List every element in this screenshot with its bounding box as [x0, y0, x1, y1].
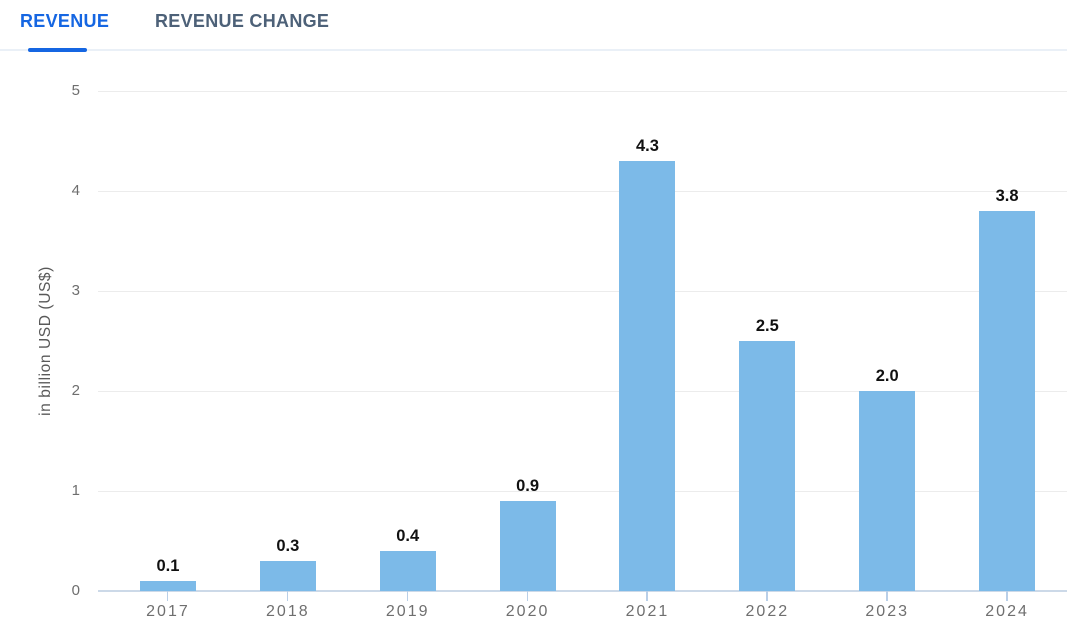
y-tick-label: 1 — [71, 482, 80, 499]
bar-value-label: 4.3 — [635, 137, 659, 155]
x-tick — [886, 591, 888, 601]
bar-2019[interactable] — [379, 551, 436, 591]
x-tick — [406, 591, 409, 601]
bar-value-label: 2.5 — [755, 317, 779, 335]
y-gridline — [98, 291, 1067, 292]
y-tick-label: 5 — [71, 82, 80, 99]
y-tick-label: 3 — [71, 282, 80, 299]
bar-slot-2018: 0.3 2018 — [228, 91, 348, 620]
bar-2017[interactable] — [139, 581, 196, 591]
bar-value-label: 0.4 — [396, 527, 420, 545]
bar-2018[interactable] — [259, 561, 316, 591]
tab-divider — [0, 49, 1067, 51]
x-axis-label-2023: 2023 — [865, 603, 909, 620]
y-tick-label: 2 — [71, 382, 80, 399]
plot-area: 0.1 2017 0.3 2018 0.4 2019 0.9 2020 4.3 2021 2.5 20… — [108, 91, 1067, 620]
x-tick — [526, 591, 529, 601]
active-tab-underline — [28, 48, 87, 52]
y-tick-label: 4 — [71, 182, 80, 199]
x-axis-label-2021: 2021 — [625, 603, 670, 620]
bar-2021[interactable] — [619, 161, 676, 591]
bar-2023[interactable] — [859, 391, 916, 591]
x-tick — [1006, 591, 1008, 601]
bar-slot-2021: 4.3 2021 — [588, 91, 708, 620]
y-gridline — [98, 391, 1067, 392]
y-tick-label: 0 — [71, 582, 80, 599]
x-axis-label-2019: 2019 — [385, 603, 430, 620]
bar-slot-2020: 0.9 2020 — [468, 91, 588, 620]
y-gridline — [98, 91, 1067, 92]
x-axis-baseline — [98, 590, 1067, 592]
bar-value-label: 0.1 — [156, 557, 180, 575]
x-axis-label-2020: 2020 — [505, 603, 550, 620]
bar-slot-2022: 2.5 2022 — [707, 91, 827, 620]
chart-tabbar: REVENUE REVENUE CHANGE — [0, 0, 1067, 52]
bar-2020[interactable] — [499, 501, 556, 591]
bar-slot-2017: 0.1 2017 — [108, 91, 228, 620]
bar-2024[interactable] — [979, 211, 1036, 591]
tab-revenue[interactable]: REVENUE — [20, 11, 110, 31]
x-tick — [166, 591, 169, 601]
x-axis-label-2024: 2024 — [985, 603, 1029, 620]
x-axis-label-2022: 2022 — [745, 603, 790, 620]
x-tick — [766, 591, 768, 601]
bar-value-label: 2.0 — [875, 367, 899, 385]
bar-value-label: 0.3 — [276, 537, 300, 555]
bar-value-label: 0.9 — [516, 477, 540, 495]
x-tick — [646, 591, 648, 601]
y-gridline — [98, 491, 1067, 492]
bar-2022[interactable] — [739, 341, 796, 591]
x-tick — [286, 591, 289, 601]
y-gridline — [98, 191, 1067, 192]
x-axis-label-2017: 2017 — [146, 603, 190, 620]
bar-slot-2024: 3.8 2024 — [947, 91, 1067, 620]
bar-value-label: 3.8 — [995, 187, 1019, 205]
bar-slot-2019: 0.4 2019 — [348, 91, 468, 620]
tab-revenue-change[interactable]: REVENUE CHANGE — [155, 11, 330, 31]
x-axis-label-2018: 2018 — [266, 603, 310, 620]
bar-slot-2023: 2.0 2023 — [827, 91, 947, 620]
